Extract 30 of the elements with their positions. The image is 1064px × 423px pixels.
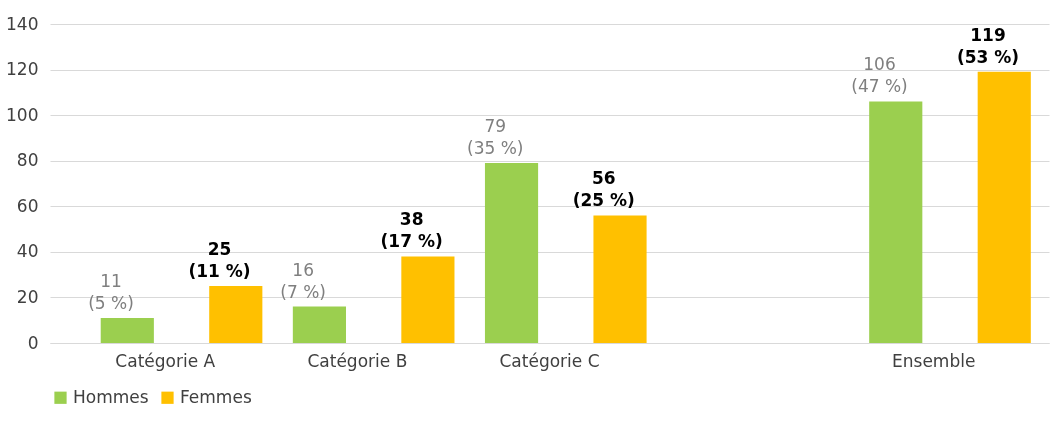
y-tick-label: 140 (6, 13, 39, 34)
data-label: 106 (47 %) (851, 54, 908, 97)
bar (977, 71, 1031, 343)
y-tick-label: 100 (6, 104, 39, 125)
x-tick-label: Catégorie C (499, 350, 600, 371)
y-tick-label: 20 (16, 286, 39, 307)
data-label: 79 (35 %) (467, 115, 524, 158)
legend-label: Hommes (73, 386, 149, 407)
x-tick-label: Catégorie B (307, 350, 408, 371)
data-label: 38 (17 %) (380, 209, 443, 252)
y-tick-label: 120 (6, 59, 39, 80)
data-label: 56 (25 %) (572, 168, 635, 211)
bar (292, 306, 346, 343)
x-tick-label: Catégorie A (115, 350, 216, 371)
data-label: 11 (5 %) (88, 270, 134, 313)
bar (100, 317, 154, 343)
y-tick-label: 60 (16, 195, 39, 216)
y-tick-label: 0 (27, 332, 39, 353)
bar (401, 256, 455, 343)
legend-label: Femmes (180, 386, 252, 407)
y-tick-label: 80 (16, 150, 39, 171)
bar (484, 162, 539, 343)
x-tick-label: Ensemble (892, 350, 976, 371)
bar (209, 286, 263, 343)
data-label: 25 (11 %) (188, 239, 251, 282)
bar (869, 101, 923, 343)
data-label: 16 (7 %) (280, 259, 326, 302)
data-label: 119 (53 %) (956, 24, 1020, 67)
bar (593, 215, 647, 343)
y-tick-label: 40 (16, 241, 39, 262)
